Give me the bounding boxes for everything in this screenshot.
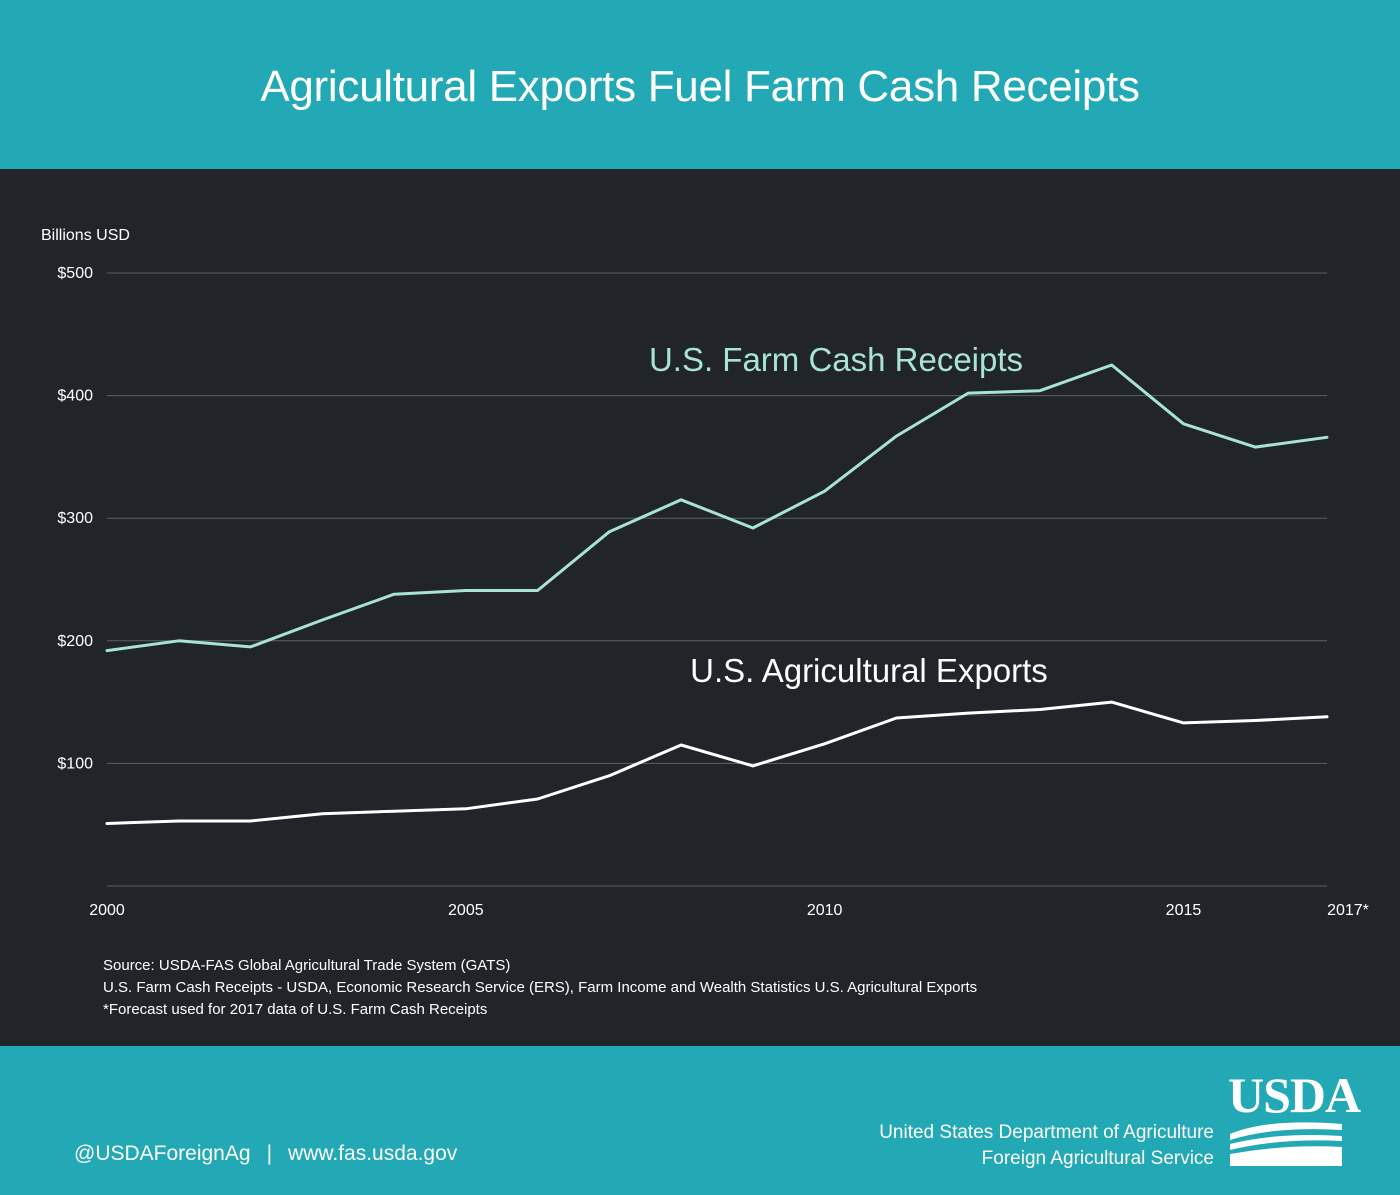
agency-line-1: United States Department of Agriculture	[879, 1122, 1214, 1143]
source-notes: Source: USDA-FAS Global Agricultural Tra…	[103, 955, 977, 1021]
y-tick-label: $500	[57, 265, 93, 282]
agency-line-2: Foreign Agricultural Service	[981, 1148, 1214, 1169]
chart-panel: Billions USD $100 $200 $300 $400 $500 2000 200…	[0, 169, 1400, 1046]
link-separator: |	[266, 1142, 273, 1165]
series-label-farm-cash-receipts: U.S. Farm Cash Receipts	[649, 341, 1023, 378]
twitter-handle-link[interactable]: @USDAForeignAg	[74, 1142, 251, 1165]
source-line-3: *Forecast used for 2017 data of U.S. Far…	[103, 1001, 488, 1018]
usda-logo: USDA	[1228, 1067, 1361, 1166]
social-links: @USDAForeignAg | www.fas.usda.gov	[74, 1142, 457, 1166]
farm-cash-receipts-line	[105, 363, 1329, 653]
y-tick-label: $200	[57, 633, 93, 650]
y-axis-unit-label: Billions USD	[41, 227, 130, 244]
agency-name: United States Department of Agriculture …	[879, 1120, 1214, 1172]
x-tick-label: 2015	[1166, 902, 1202, 919]
source-line-2: U.S. Farm Cash Receipts - USDA, Economic…	[103, 979, 978, 996]
header-banner: Agricultural Exports Fuel Farm Cash Rece…	[0, 0, 1400, 169]
footer-banner: @USDAForeignAg | www.fas.usda.gov United S…	[0, 1046, 1400, 1195]
line-chart: $100 $200 $300 $400 $500 2000 2005 2010 2015 2017…	[57, 265, 1369, 919]
source-line-1: Source: USDA-FAS Global Agricultural Tra…	[103, 957, 511, 974]
usda-logo-text: USDA	[1228, 1067, 1361, 1123]
y-tick-label: $100	[57, 755, 93, 772]
x-tick-label: 2010	[807, 902, 843, 919]
page-title: Agricultural Exports Fuel Farm Cash Rece…	[260, 61, 1140, 111]
x-tick-label: 2000	[89, 902, 125, 919]
agricultural-exports-line	[105, 700, 1329, 825]
y-tick-label: $300	[57, 510, 93, 527]
series-label-agricultural-exports: U.S. Agricultural Exports	[690, 652, 1048, 689]
x-tick-label: 2005	[448, 902, 484, 919]
y-tick-label: $400	[57, 388, 93, 405]
website-link[interactable]: www.fas.usda.gov	[288, 1142, 458, 1165]
x-tick-label: 2017*	[1327, 902, 1369, 919]
usda-field-icon	[1230, 1122, 1342, 1166]
